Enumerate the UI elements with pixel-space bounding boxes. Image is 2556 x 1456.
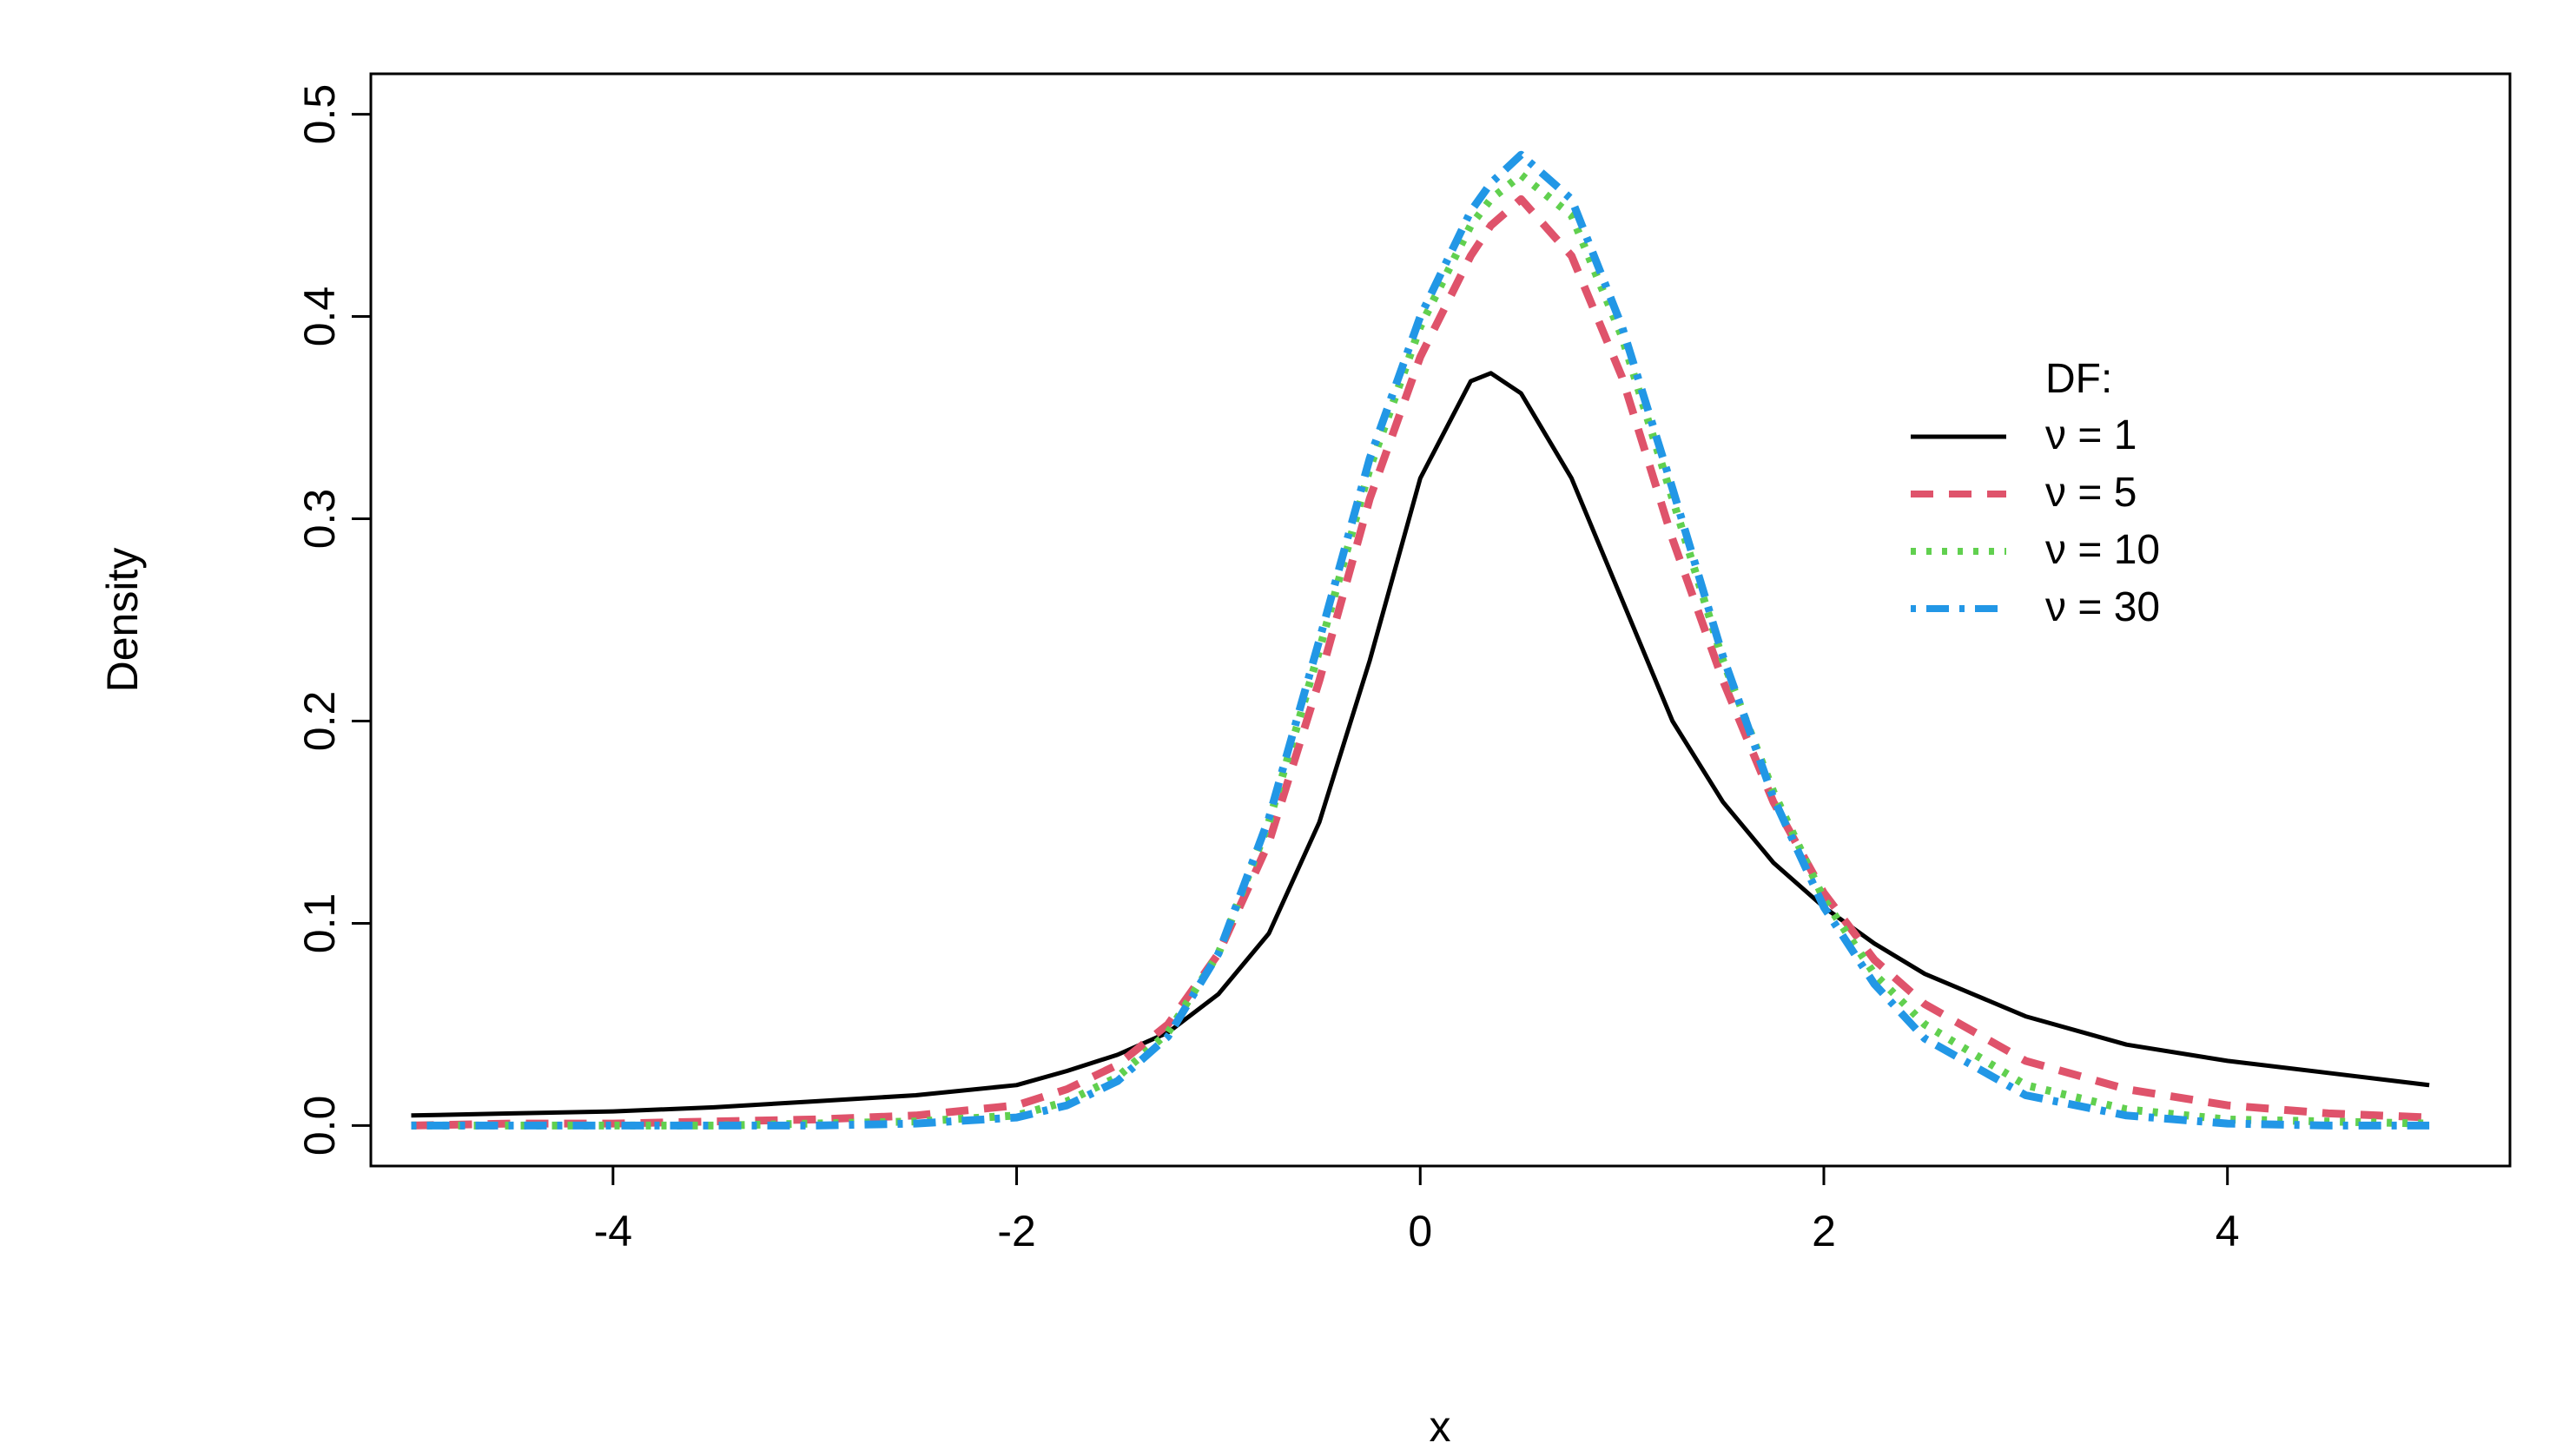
y-tick-label: 0.4 xyxy=(295,287,344,347)
legend: DF: ν = 1 ν = 5 ν = 10 ν = 30 xyxy=(1911,356,2160,630)
x-axis: -4 -2 0 2 4 xyxy=(594,1164,2240,1255)
x-tick-label: -4 xyxy=(594,1207,632,1255)
y-tick-label: 0.1 xyxy=(295,893,344,954)
y-axis: 0.0 0.1 0.2 0.3 0.4 0.5 xyxy=(295,84,373,1156)
series-layer xyxy=(411,150,2430,1130)
x-tick-label: 4 xyxy=(2216,1207,2240,1255)
series-line-1 xyxy=(411,371,2430,1118)
x-tick-label: -2 xyxy=(997,1207,1035,1255)
legend-label-3: ν = 10 xyxy=(2045,527,2160,573)
y-axis-title: Density xyxy=(98,548,147,693)
x-tick-label: 2 xyxy=(1812,1207,1836,1255)
legend-label-1: ν = 1 xyxy=(2045,412,2137,458)
series-line-2 xyxy=(411,194,2430,1130)
plot-frame xyxy=(369,72,2512,1168)
series-line-4 xyxy=(411,150,2430,1130)
y-tick-label: 0.5 xyxy=(295,84,344,145)
x-tick-label: 0 xyxy=(1408,1207,1432,1255)
y-tick-label: 0.3 xyxy=(295,489,344,550)
y-tick-label: 0.2 xyxy=(295,691,344,752)
legend-title: DF: xyxy=(2045,356,2112,402)
legend-label-4: ν = 30 xyxy=(2045,584,2160,630)
x-axis-title: x xyxy=(1430,1402,1451,1451)
legend-label-2: ν = 5 xyxy=(2045,470,2137,516)
y-tick-label: 0.0 xyxy=(295,1096,344,1156)
